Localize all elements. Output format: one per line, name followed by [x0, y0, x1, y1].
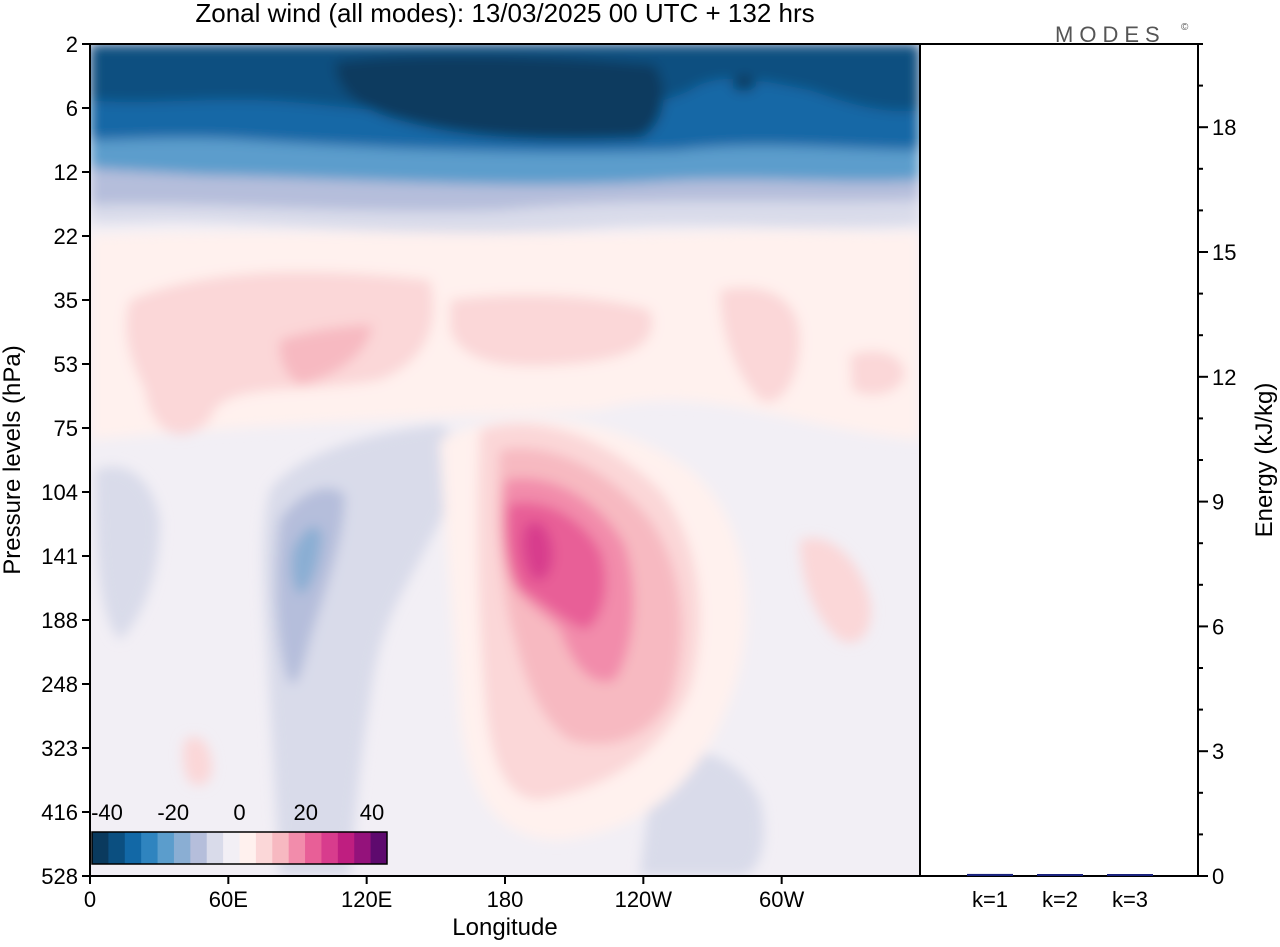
contour-easterly-core [275, 488, 345, 684]
x-tick-label: 180 [487, 887, 524, 912]
y-tick-label: 12 [54, 160, 78, 185]
colorbar-swatch [190, 832, 208, 864]
energy-tick-label: 15 [1212, 240, 1236, 265]
colorbar-label: 40 [360, 800, 384, 825]
energy-tick-label: 0 [1212, 864, 1224, 889]
heatmap-field [90, 44, 920, 876]
y-tick-label: 6 [66, 96, 78, 121]
colorbar-swatch [305, 832, 322, 864]
y-tick-label: 22 [54, 224, 78, 249]
y-tick-label: 248 [41, 672, 78, 697]
colorbar-swatch [337, 832, 355, 864]
colorbar-label: 20 [294, 800, 318, 825]
contour-westerly-blob-b [450, 294, 653, 367]
colorbar-swatch [272, 832, 290, 864]
colorbar-swatch [157, 832, 175, 864]
contour-easterly-strat-max-b [733, 75, 756, 91]
contour-westerly-east-trop [800, 538, 871, 643]
energy-tick-label: 3 [1212, 739, 1224, 764]
energy-bar [967, 873, 1013, 876]
y-tick-label: 528 [41, 864, 78, 889]
colorbar-swatch [92, 832, 109, 864]
chart-title: Zonal wind (all modes): 13/03/2025 00 UT… [195, 0, 814, 28]
colorbar-swatch [173, 832, 191, 864]
colorbar-label: -40 [91, 800, 123, 825]
y-axis-label: Pressure levels (hPa) [0, 345, 26, 574]
y-tick-label: 2 [66, 32, 78, 57]
brand-logo: MODES [1055, 22, 1166, 47]
energy-bar [1107, 874, 1153, 876]
colorbar-swatch [354, 832, 372, 864]
energy-tick-label: 9 [1212, 490, 1224, 515]
y-axis-ticks: 2 6 12 22 35 53 75 104 141 188 248 323 416 528 [41, 32, 90, 889]
energy-panel-frame [919, 43, 1199, 877]
colorbar-frame [91, 831, 388, 865]
energy-category-label: k=1 [972, 887, 1008, 912]
colorbar-swatch [255, 832, 273, 864]
contour-westerly-low [183, 736, 212, 786]
colorbar-swatch [124, 832, 142, 864]
contour-easterly-west [95, 466, 160, 640]
energy-bar [1037, 874, 1083, 876]
colorbar-swatch [288, 832, 306, 864]
x-axis-label: Longitude [452, 914, 557, 941]
y-tick-label: 104 [41, 480, 78, 505]
energy-axis-ticks: 0 3 6 9 12 15 18 [1198, 43, 1236, 889]
energy-tick-label: 18 [1212, 115, 1236, 140]
colorbar-swatch [108, 832, 126, 864]
x-tick-label: 60W [759, 887, 804, 912]
energy-category-label: k=2 [1042, 887, 1078, 912]
energy-tick-label: 6 [1212, 614, 1224, 639]
colorbar-swatch [223, 832, 240, 864]
y-tick-label: 35 [54, 288, 78, 313]
y-tick-label: 75 [54, 416, 78, 441]
energy-tick-label: 12 [1212, 365, 1236, 390]
x-tick-label: 120W [615, 887, 673, 912]
energy-bars: k=1 k=2 k=3 [967, 873, 1153, 912]
energy-axis-label: Energy (kJ/kg) [1251, 383, 1278, 538]
x-tick-label: 60E [209, 887, 248, 912]
colorbar-label: 0 [233, 800, 245, 825]
colorbar-swatch [206, 832, 224, 864]
colorbar-swatch [141, 832, 159, 864]
colorbar-swatch [321, 832, 339, 864]
y-tick-label: 188 [41, 608, 78, 633]
y-tick-label: 416 [41, 800, 78, 825]
contour-easterly-strat-max [335, 55, 664, 140]
colorbar-label: -20 [157, 800, 189, 825]
contour-jet-core [522, 521, 553, 581]
x-tick-label: 0 [84, 887, 96, 912]
x-axis-ticks: 0 60E 120E 180 120W 60W [84, 876, 805, 912]
colorbar-swatch [239, 832, 257, 864]
y-tick-label: 141 [41, 544, 78, 569]
contour-westerly-blob-a [125, 271, 434, 435]
contour-easterly-core-inner [291, 526, 322, 595]
y-tick-label: 53 [54, 352, 78, 377]
contour-westerly-blob-c [720, 287, 800, 402]
x-tick-label: 120E [341, 887, 392, 912]
colorbar: -40 -20 0 20 40 [91, 800, 388, 865]
energy-category-label: k=3 [1112, 887, 1148, 912]
y-tick-label: 323 [41, 736, 78, 761]
contour-westerly-blob-e [279, 325, 372, 385]
brand-mark: © [1181, 22, 1189, 33]
contour-westerly-blob-d [850, 351, 905, 395]
colorbar-swatch [370, 832, 388, 864]
